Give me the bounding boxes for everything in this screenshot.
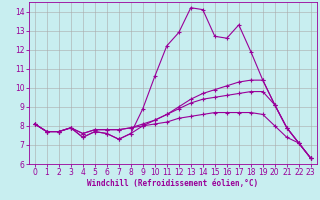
X-axis label: Windchill (Refroidissement éolien,°C): Windchill (Refroidissement éolien,°C) — [87, 179, 258, 188]
